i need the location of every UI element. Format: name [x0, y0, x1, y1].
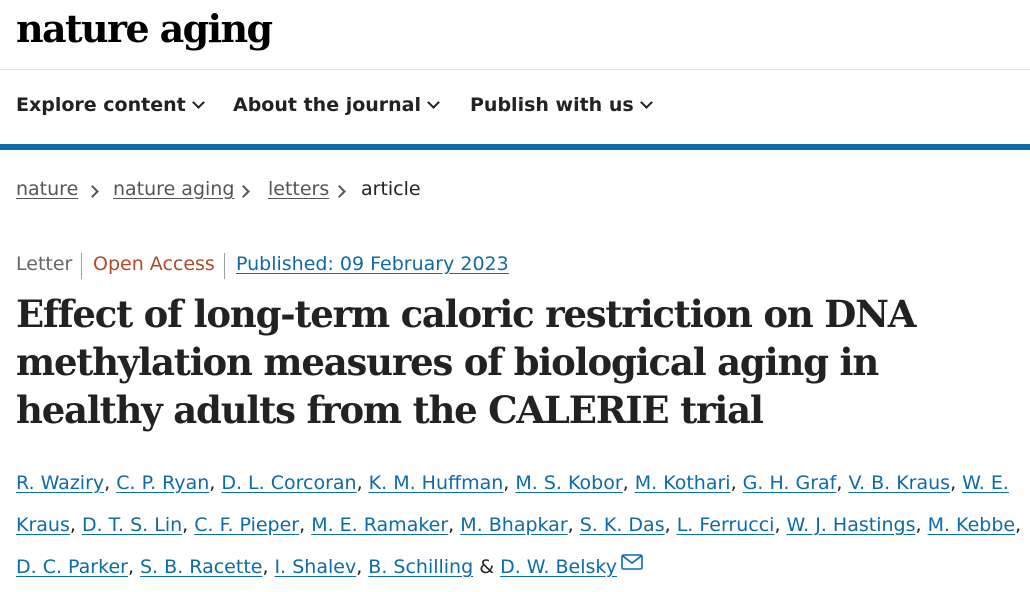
nav-accent-bar — [0, 144, 1030, 150]
author-conjunction: & — [479, 556, 495, 578]
author-link[interactable]: L. Ferrucci — [676, 514, 775, 536]
breadcrumb-current: article — [361, 178, 421, 200]
author-link[interactable]: M. Kothari — [634, 472, 731, 494]
chevron-right-icon — [237, 185, 250, 198]
envelope-icon[interactable] — [621, 554, 643, 570]
breadcrumb-link-nature[interactable]: nature — [16, 178, 79, 200]
author-link[interactable]: M. E. Ramaker — [311, 514, 449, 536]
nav-about-the-journal[interactable]: About the journal — [233, 94, 440, 116]
author-link[interactable]: V. B. Kraus — [848, 472, 951, 494]
chevron-right-icon — [333, 185, 346, 198]
nav-explore-content[interactable]: Explore content — [16, 94, 205, 116]
breadcrumb-link-letters[interactable]: letters — [268, 178, 330, 200]
nav-item-label: Explore content — [16, 94, 186, 116]
chevron-down-icon — [427, 95, 440, 109]
author-list: R. Waziry, C. P. Ryan, D. L. Corcoran, K… — [16, 472, 1022, 578]
open-access-label: Open Access — [93, 253, 215, 275]
author-link[interactable]: B. Schilling — [368, 556, 474, 578]
meta-divider — [81, 253, 82, 279]
author-link[interactable]: I. Shalev — [274, 556, 357, 578]
author-link[interactable]: M. S. Kobor — [515, 472, 623, 494]
chevron-down-icon — [639, 95, 653, 109]
article-type: Letter — [16, 253, 73, 275]
published-date-link[interactable]: Published: 09 February 2023 — [236, 253, 509, 275]
author-link[interactable]: G. H. Graf — [742, 472, 837, 494]
chevron-down-icon — [191, 95, 205, 109]
author-link[interactable]: D. W. Belsky — [500, 556, 617, 578]
author-link[interactable]: S. K. Das — [579, 514, 665, 536]
author-link[interactable]: C. F. Pieper — [194, 514, 300, 536]
header-divider — [0, 69, 1030, 70]
article-title: Effect of long-term caloric restriction … — [16, 292, 916, 432]
author-link[interactable]: W. E. Kraus — [16, 472, 1009, 536]
author-link[interactable]: D. L. Corcoran — [221, 472, 357, 494]
author-link[interactable]: R. Waziry — [16, 472, 105, 494]
breadcrumb-link-nature-aging[interactable]: nature aging — [113, 178, 235, 200]
author-link[interactable]: K. M. Huffman — [368, 472, 504, 494]
author-link[interactable]: D. T. S. Lin — [81, 514, 183, 536]
chevron-right-icon — [86, 185, 99, 198]
author-link[interactable]: M. Kebbe — [927, 514, 1016, 536]
author-link[interactable]: C. P. Ryan — [116, 472, 210, 494]
site-logo[interactable]: nature aging — [16, 6, 273, 51]
main-nav: Explore content About the journal Publis… — [0, 84, 1030, 130]
nav-item-label: About the journal — [233, 94, 422, 116]
meta-divider — [224, 253, 225, 279]
author-link[interactable]: D. C. Parker — [16, 556, 128, 578]
author-link[interactable]: W. J. Hastings — [786, 514, 916, 536]
nav-item-label: Publish with us — [470, 94, 634, 116]
author-link[interactable]: S. B. Racette — [140, 556, 263, 578]
nav-publish-with-us[interactable]: Publish with us — [470, 94, 653, 116]
author-link[interactable]: M. Bhapkar — [460, 514, 568, 536]
